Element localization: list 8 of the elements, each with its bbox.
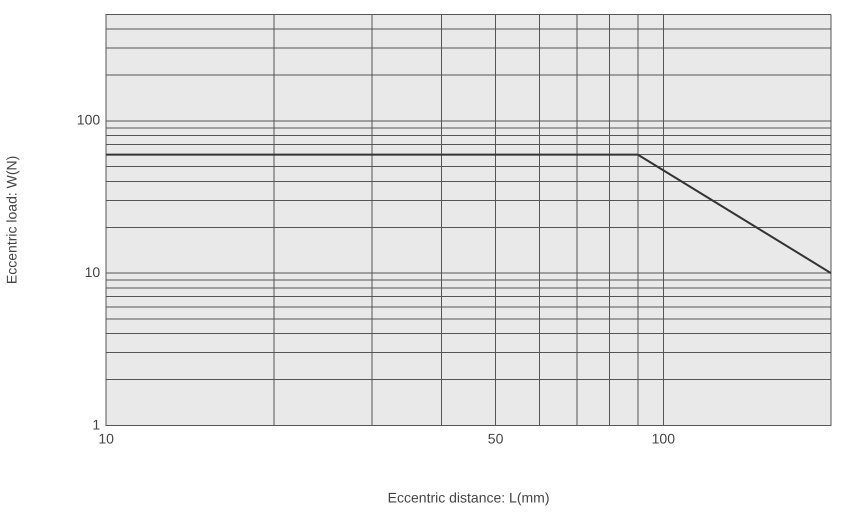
y-tick-label: 10 — [84, 264, 100, 280]
x-tick-label: 10 — [98, 430, 114, 447]
x-tick-label: 50 — [488, 430, 504, 447]
y-tick-label: 1 — [92, 416, 100, 432]
y-tick-label: 100 — [76, 112, 100, 128]
y-axis-title: Eccentric load: W(N) — [3, 156, 20, 284]
x-axis-title: Eccentric distance: L(mm) — [388, 489, 550, 506]
x-tick-label: 100 — [652, 430, 676, 447]
